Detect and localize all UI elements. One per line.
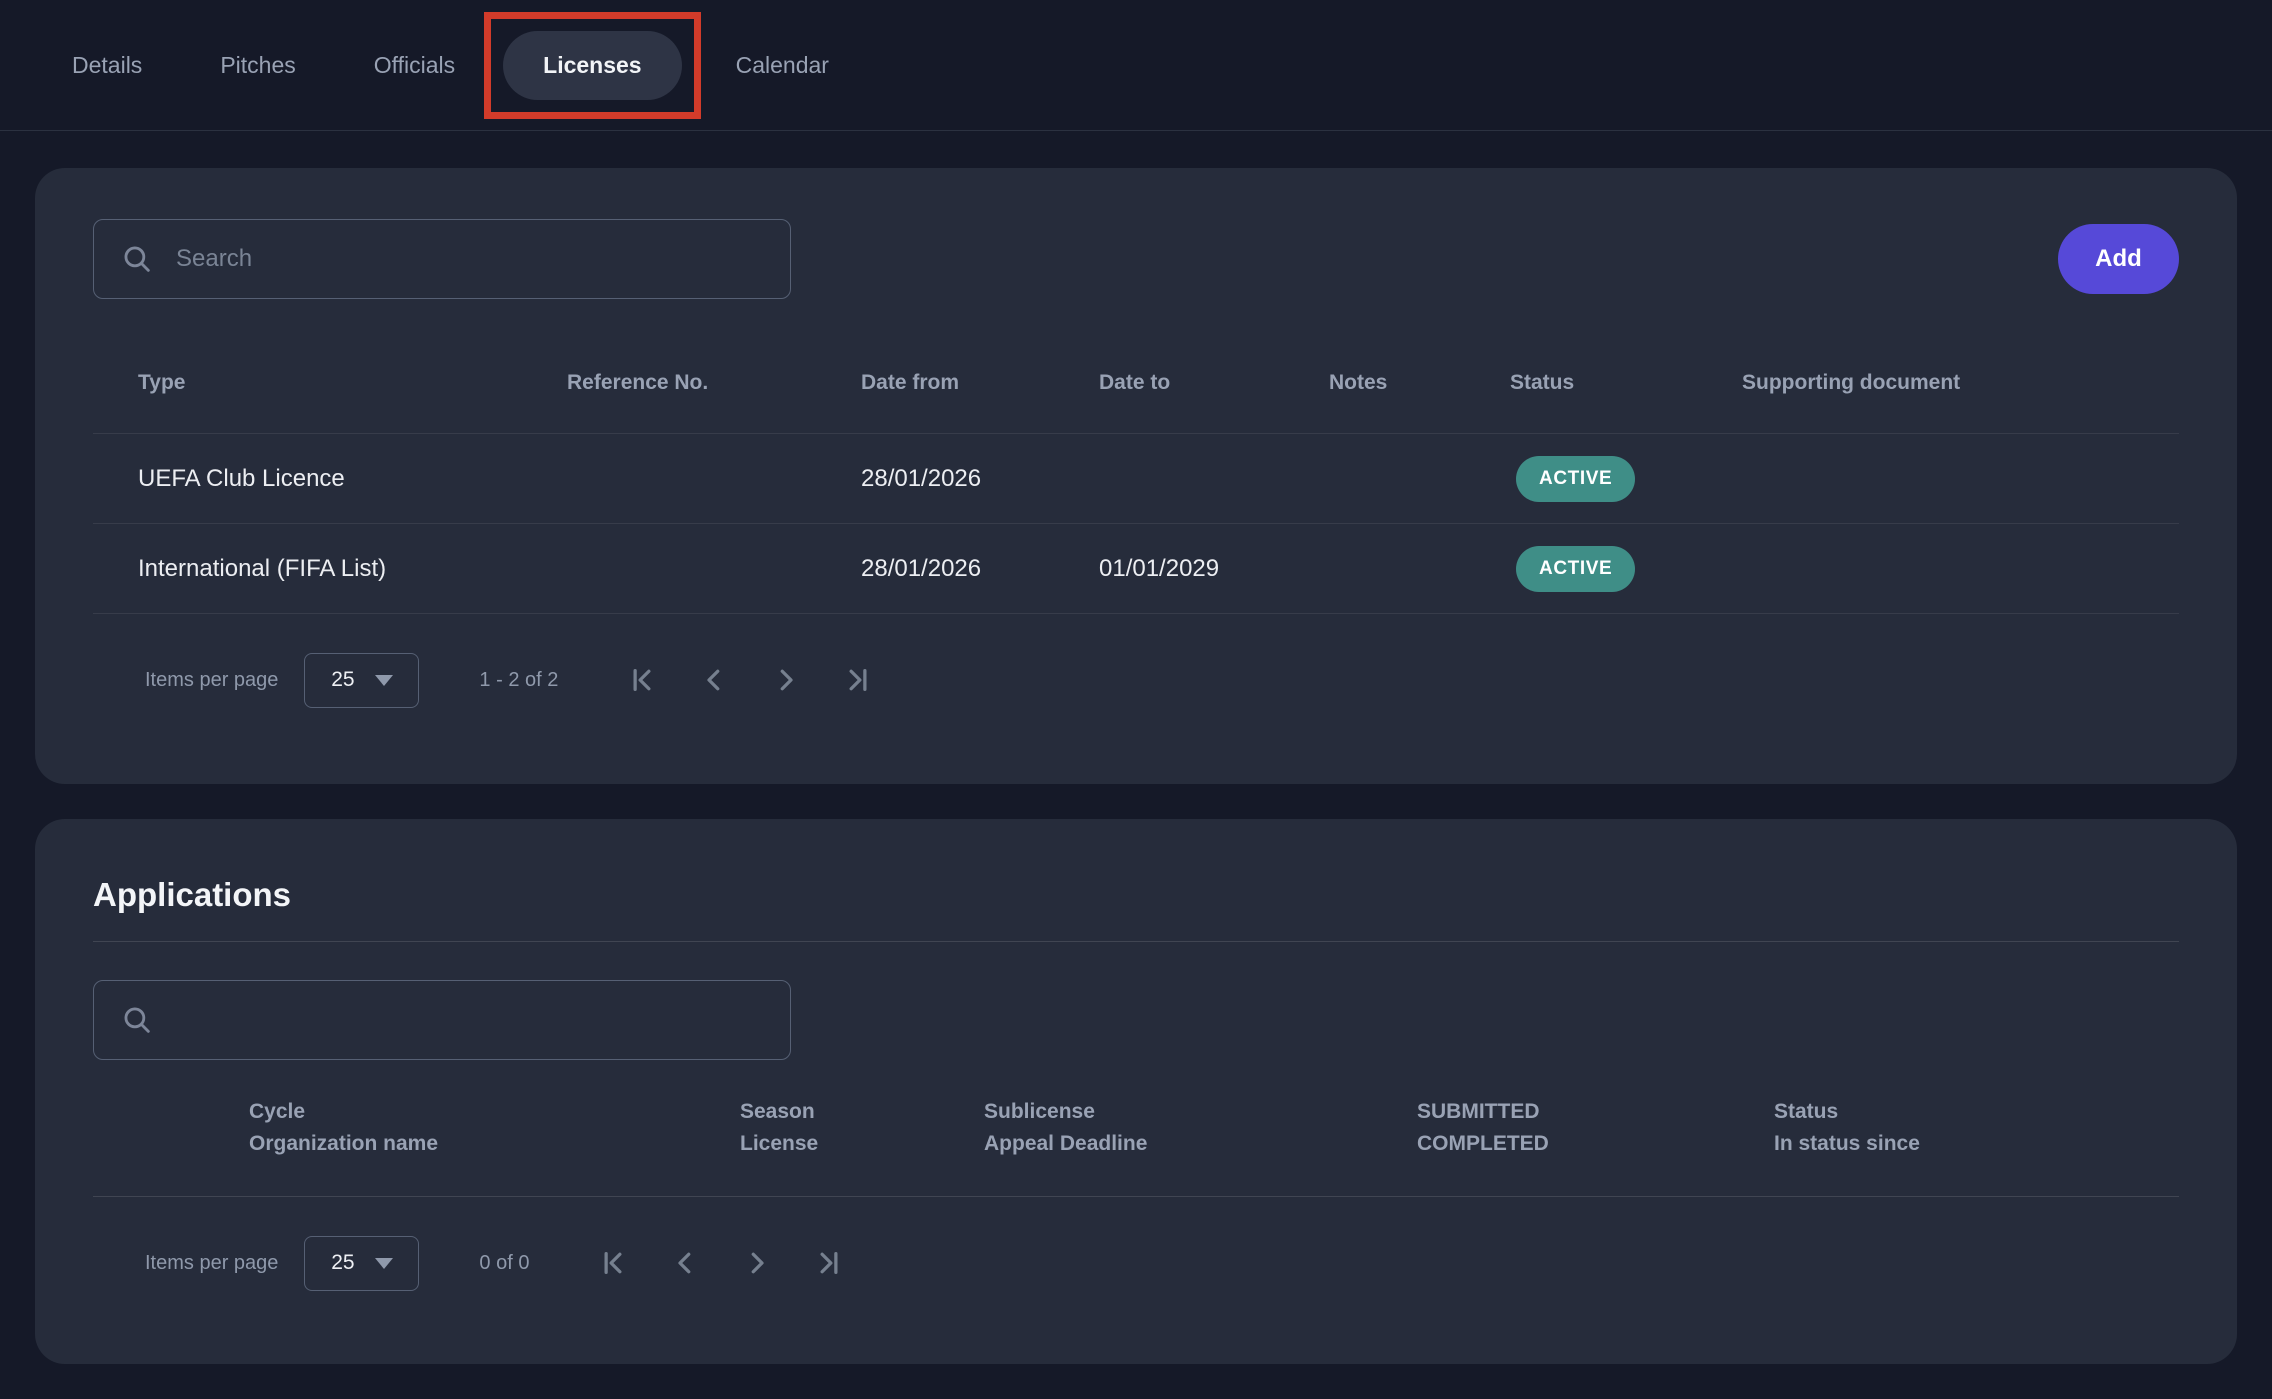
last-page-button[interactable] (822, 656, 894, 704)
first-page-icon (604, 1252, 622, 1274)
column-header-status: Status (1510, 371, 1575, 394)
divider (93, 1196, 2179, 1197)
licenses-toolbar: Add (93, 168, 2179, 299)
tab-details[interactable]: Details (72, 51, 143, 78)
cell-status: ACTIVE (1510, 455, 1742, 502)
range-label: 1 - 2 of 2 (479, 668, 559, 691)
items-per-page-label: Items per page (145, 668, 279, 691)
column-header-date-from: Date from (861, 371, 960, 394)
licenses-card: Add Type Reference No. Date from Date to… (35, 168, 2237, 784)
column-header-season-license: Season License (740, 1100, 819, 1155)
applications-table-header: Cycle Organization name Season License S… (93, 1060, 2179, 1196)
table-row[interactable]: UEFA Club Licence 28/01/2026 ACTIVE (93, 433, 2179, 523)
tab-pitches[interactable]: Pitches (220, 51, 296, 78)
cell-type: UEFA Club Licence (138, 464, 345, 492)
last-page-icon (820, 1252, 838, 1274)
applications-title: Applications (93, 876, 292, 913)
previous-page-icon (678, 1252, 691, 1274)
licenses-table-body: UEFA Club Licence 28/01/2026 ACTIVE Inte… (93, 433, 2179, 614)
cell-type: International (FIFA List) (138, 554, 387, 582)
search-icon (124, 246, 150, 272)
status-badge: ACTIVE (1516, 455, 1636, 502)
page-size-value: 25 (331, 668, 355, 691)
licenses-search[interactable] (93, 219, 791, 299)
licenses-pagination: Items per page 25 1 - 2 of 2 (145, 624, 2179, 736)
applications-search-input[interactable] (174, 1005, 764, 1035)
tab-calendar[interactable]: Calendar (735, 51, 829, 78)
next-page-button[interactable] (750, 656, 822, 704)
previous-page-button[interactable] (678, 656, 750, 704)
column-header-date-to: Date to (1099, 371, 1171, 394)
range-label: 0 of 0 (479, 1251, 530, 1274)
previous-page-icon (707, 669, 720, 691)
divider (93, 941, 2179, 942)
tab-licenses[interactable]: Licenses (503, 30, 682, 100)
applications-search[interactable] (93, 980, 791, 1060)
last-page-icon (849, 669, 867, 691)
annotation-highlight-box: Licenses (484, 11, 701, 119)
tab-officials[interactable]: Officials (373, 51, 456, 78)
status-badge: ACTIVE (1516, 545, 1636, 592)
applications-card: Applications Cycle Organization name Sea… (35, 819, 2237, 1364)
cell-date-from: 28/01/2026 (861, 554, 982, 582)
add-button[interactable]: Add (2058, 224, 2179, 294)
column-header-notes: Notes (1329, 371, 1388, 394)
applications-pagination: Items per page 25 0 of 0 (145, 1207, 2179, 1319)
next-page-button[interactable] (721, 1239, 793, 1287)
chevron-down-icon (374, 1257, 393, 1269)
first-page-button[interactable] (606, 656, 678, 704)
column-header-reference-no: Reference No. (567, 371, 709, 394)
last-page-button[interactable] (793, 1239, 865, 1287)
column-header-status-in-status-since: Status In status since (1774, 1100, 1920, 1155)
column-header-supporting-document: Supporting document (1742, 371, 1961, 394)
column-header-cycle-organization: Cycle Organization name (249, 1100, 439, 1155)
cell-date-to: 01/01/2029 (1099, 554, 1220, 582)
column-header-sublicense-appeal-deadline: Sublicense Appeal Deadline (984, 1100, 1148, 1155)
page-size-value: 25 (331, 1251, 355, 1274)
chevron-down-icon (374, 674, 393, 686)
next-page-icon (780, 669, 793, 691)
page-size-select[interactable]: 25 (304, 1235, 420, 1291)
next-page-icon (752, 1252, 765, 1274)
items-per-page-label: Items per page (145, 1251, 279, 1274)
page-size-select[interactable]: 25 (304, 652, 420, 708)
cell-date-from: 28/01/2026 (861, 464, 982, 492)
search-icon (124, 1007, 150, 1033)
licenses-table-header: Type Reference No. Date from Date to Not… (93, 299, 2179, 433)
column-header-submitted-completed: SUBMITTED COMPLETED (1417, 1100, 1549, 1155)
licenses-search-input[interactable] (174, 244, 764, 274)
tab-bar: Details Pitches Officials Licenses Calen… (0, 0, 2272, 131)
previous-page-button[interactable] (649, 1239, 721, 1287)
cell-status: ACTIVE (1510, 545, 1742, 592)
licenses-table: Type Reference No. Date from Date to Not… (93, 299, 2179, 614)
table-row[interactable]: International (FIFA List) 28/01/2026 01/… (93, 523, 2179, 613)
first-page-icon (633, 669, 651, 691)
first-page-button[interactable] (577, 1239, 649, 1287)
column-header-type: Type (138, 371, 186, 394)
